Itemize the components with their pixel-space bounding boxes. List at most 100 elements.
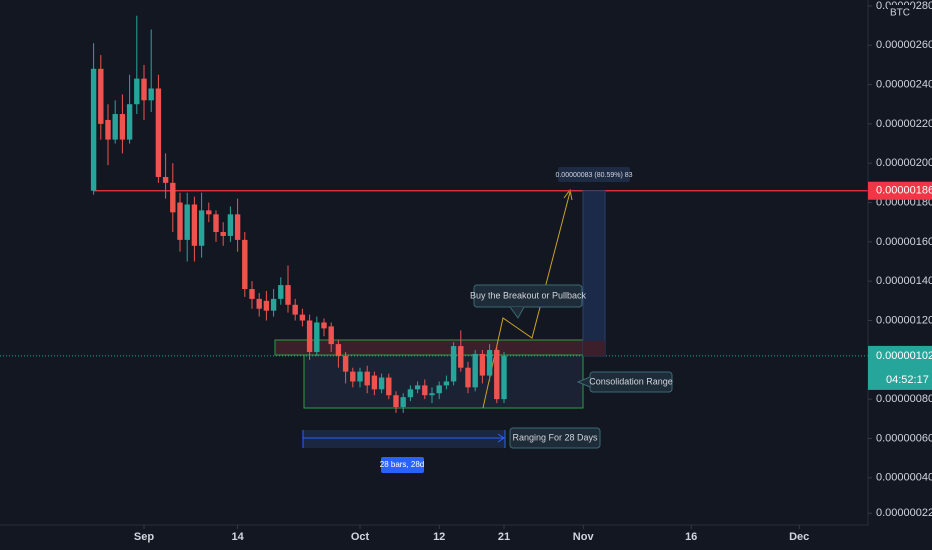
callout-text: Consolidation Range: [589, 376, 673, 386]
x-tick-label: Sep: [134, 531, 154, 543]
candle-body: [227, 214, 234, 236]
candle-body: [263, 300, 270, 311]
y-tick-label: 0.00000240: [876, 78, 932, 90]
candle-body: [256, 298, 262, 309]
x-tick-label: 14: [231, 531, 244, 543]
candle-body: [126, 104, 133, 140]
candle-body: [177, 202, 183, 240]
candle-body: [141, 78, 147, 101]
candle-body: [134, 78, 140, 105]
consolidation-zone: [303, 354, 584, 409]
target-box: [582, 190, 606, 357]
y-tick-label: 0.00000220: [876, 118, 932, 130]
candle-body: [321, 322, 327, 329]
candle-body: [501, 355, 507, 400]
y-tick-label: 0.00000160: [876, 236, 932, 248]
callout-box: [509, 427, 601, 449]
countdown: 04:52:17: [886, 374, 929, 386]
candle-body: [328, 326, 334, 345]
candle-body: [422, 385, 428, 396]
candle-body: [155, 88, 162, 177]
candle-body: [350, 371, 356, 382]
y-tick-label: 0.00000120: [876, 314, 932, 326]
candle-body: [184, 204, 190, 240]
candle-body: [306, 320, 313, 352]
candle-body: [213, 214, 219, 233]
candle-body: [364, 371, 370, 386]
candle-body: [414, 385, 421, 390]
candle-body: [479, 353, 486, 376]
candle-body: [371, 375, 378, 390]
candle-body: [450, 346, 457, 382]
supply-zone: [274, 339, 584, 356]
projection-arrowhead: [563, 188, 573, 201]
candle-body: [400, 397, 406, 408]
candle-body: [234, 214, 241, 240]
time-axis: [0, 525, 932, 550]
projection-path: [482, 191, 571, 409]
candle-body: [378, 377, 385, 390]
bars-badge: [381, 457, 424, 473]
measure-text: 0.00000083 (80.59%) 83: [555, 172, 632, 179]
candle-body: [393, 395, 399, 408]
stop-box: [583, 340, 605, 356]
x-tick-label: 12: [433, 531, 445, 543]
last-price-label: 0.00000102: [876, 350, 932, 362]
candle-body: [429, 393, 435, 396]
x-tick-label: 16: [685, 531, 697, 543]
date-range-arrow: [497, 433, 505, 443]
candle-body: [278, 285, 284, 299]
y-tick-label: 0.00000022: [876, 507, 932, 519]
candle-body: [314, 322, 320, 352]
callout-box: [473, 284, 583, 308]
candle-body: [105, 119, 111, 140]
bars-text: 28 bars, 28d: [380, 460, 424, 469]
callout-pointer: [509, 306, 525, 319]
x-tick-label: Nov: [573, 531, 595, 543]
callout-text: Ranging For 28 Days: [512, 432, 598, 442]
candle-body: [458, 346, 464, 368]
candle-body: [220, 232, 226, 236]
candle-body: [98, 68, 104, 124]
y-tick-label: 0.00000200: [876, 157, 932, 169]
candle-body: [90, 68, 97, 191]
candle-body: [292, 304, 298, 315]
candle-body: [386, 377, 392, 396]
candle-body: [206, 210, 212, 215]
candle-body: [112, 114, 118, 140]
callout-pointer: [576, 376, 591, 388]
y-tick-label: 0.00000260: [876, 39, 932, 51]
candle-body: [443, 381, 450, 386]
candle-body: [242, 239, 248, 290]
candle-body: [407, 389, 414, 398]
candle-body: [436, 385, 442, 394]
y-tick-label: 0.00000040: [876, 472, 932, 484]
candle-body: [465, 367, 471, 388]
candle-body: [342, 355, 349, 372]
candle-body: [249, 289, 255, 299]
candle-body: [299, 314, 306, 321]
callout-text: Buy the Breakout or Pullback: [470, 290, 587, 300]
x-tick-label: Oct: [351, 531, 370, 543]
candle-body: [486, 350, 493, 376]
candle-body: [270, 298, 277, 311]
level-label: 0.00000186: [876, 185, 932, 197]
price-axis: [868, 0, 932, 550]
candle-body: [472, 353, 478, 388]
x-tick-label: Dec: [789, 531, 809, 543]
candle-body: [119, 114, 126, 140]
candle-body: [198, 210, 205, 246]
currency-badge: [888, 5, 913, 19]
measure-badge: [558, 167, 630, 182]
level-badge: [868, 181, 932, 200]
candle-body: [162, 176, 169, 183]
candle-body: [335, 344, 342, 356]
candle-body: [285, 285, 291, 305]
y-tick-label: 0.00000080: [876, 393, 932, 405]
x-tick-label: 21: [498, 531, 510, 543]
y-tick-label: 0.00000060: [876, 432, 932, 444]
last-price-badge: [868, 345, 932, 390]
currency-label: BTC: [890, 8, 910, 19]
